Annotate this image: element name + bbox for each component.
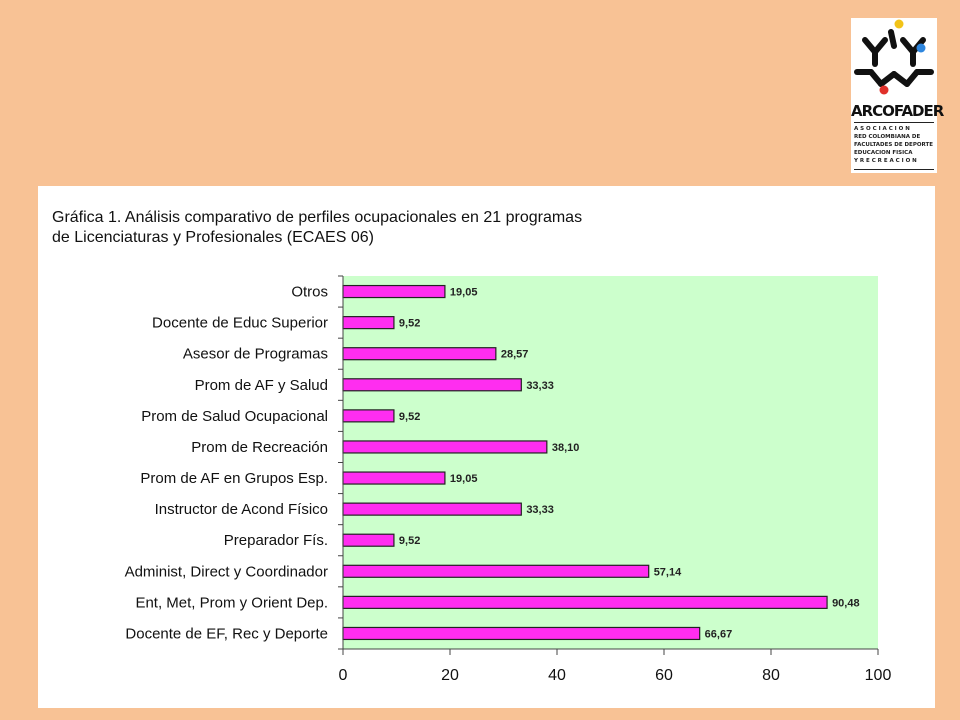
bar <box>342 533 395 547</box>
category-label: Prom de Recreación <box>191 439 328 456</box>
logo-rule <box>854 122 934 123</box>
value-label: 90,48 <box>832 597 860 609</box>
category-label: Prom de Salud Ocupacional <box>141 408 328 425</box>
bar <box>342 440 548 454</box>
x-tick-label: 80 <box>762 667 780 684</box>
x-tick-label: 0 <box>339 667 348 684</box>
logo-subtitle-line: EDUCACION FISICA <box>854 150 913 156</box>
chart-panel: Gráfica 1. Análisis comparativo de perfi… <box>38 186 935 708</box>
value-label: 9,52 <box>399 535 420 547</box>
value-label: 33,33 <box>526 380 554 392</box>
logo-subtitle-line: A S O C I A C I O N <box>854 126 910 132</box>
bar <box>342 316 395 330</box>
x-tick-label: 100 <box>865 667 892 684</box>
x-tick-label: 20 <box>441 667 459 684</box>
value-label: 33,33 <box>526 504 554 516</box>
bar <box>342 595 828 609</box>
bar <box>342 347 497 361</box>
value-label: 66,67 <box>705 628 733 640</box>
x-tick-label: 60 <box>655 667 673 684</box>
logo-rule <box>854 169 934 170</box>
value-label: 57,14 <box>654 566 682 578</box>
category-label: Preparador Fís. <box>224 532 328 549</box>
category-label: Ent, Met, Prom y Orient Dep. <box>135 594 328 611</box>
value-label: 19,05 <box>450 473 478 485</box>
bar <box>342 626 701 641</box>
value-label: 9,52 <box>399 318 420 330</box>
plot-area <box>343 276 878 649</box>
logo-subtitle-line: FACULTADES DE DEPORTE <box>854 142 934 148</box>
category-label: Docente de Educ Superior <box>152 315 328 332</box>
chart-title-line: Gráfica 1. Análisis comparativo de perfi… <box>52 209 583 226</box>
logo-name: ARCOFADER <box>851 102 944 120</box>
x-tick-label: 40 <box>548 667 566 684</box>
bar <box>342 409 395 423</box>
arcofader-emblem <box>854 19 934 95</box>
bar <box>342 564 650 578</box>
category-label: Instructor de Acond Físico <box>155 501 328 518</box>
bar <box>342 502 522 516</box>
arcofader-logo: ARCOFADER A S O C I A C I O N RED COLOMB… <box>851 18 944 173</box>
value-label: 38,10 <box>552 442 580 454</box>
bar <box>342 471 446 485</box>
category-label: Docente de EF, Rec y Deporte <box>125 625 328 642</box>
category-label: Asesor de Programas <box>183 346 328 363</box>
bar-chart: Otros 19,05 Docente de Educ Superior 9,52 As… <box>125 275 892 684</box>
category-label: Prom de AF y Salud <box>195 377 328 394</box>
value-label: 28,57 <box>501 349 529 361</box>
logo-subtitle-line: RED COLOMBIANA DE <box>854 134 921 140</box>
category-label: Administ, Direct y Coordinador <box>125 563 328 580</box>
value-label: 19,05 <box>450 287 478 299</box>
bar <box>342 378 522 392</box>
category-label: Otros <box>291 284 328 301</box>
value-label: 9,52 <box>399 411 420 423</box>
bar <box>342 284 446 299</box>
logo-subtitle-line: Y R E C R E A C I O N <box>854 158 917 164</box>
chart-title: Gráfica 1. Análisis comparativo de perfi… <box>52 208 582 248</box>
category-label: Prom de AF en Grupos Esp. <box>140 470 328 487</box>
chart-title-line: de Licenciaturas y Profesionales (ECAES … <box>52 229 374 246</box>
